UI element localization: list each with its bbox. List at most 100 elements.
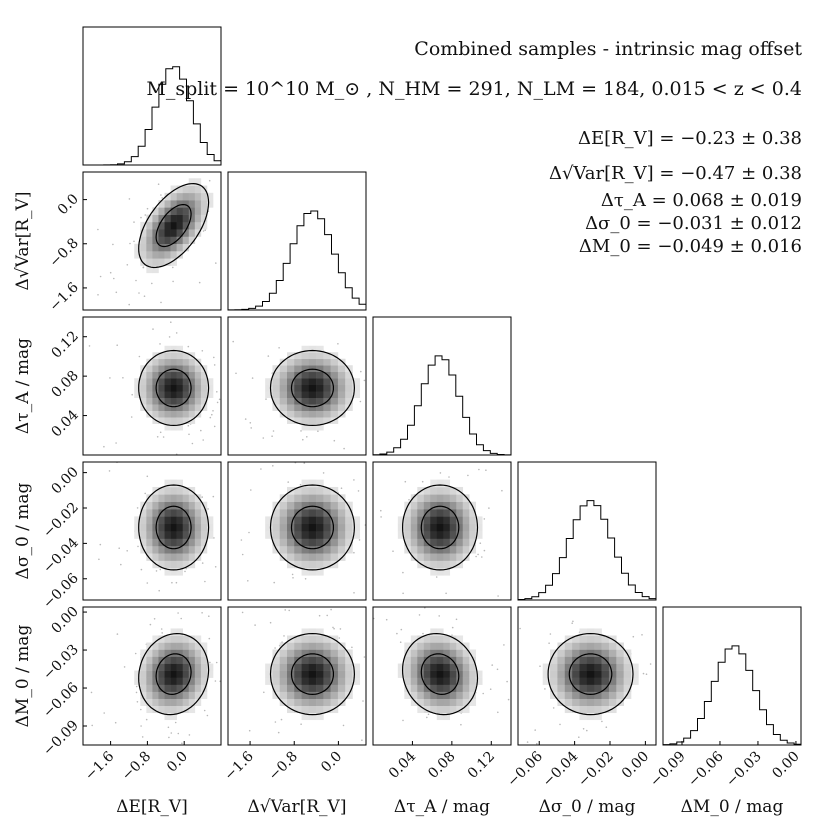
density-cell — [182, 378, 190, 386]
density-cell — [449, 545, 457, 554]
density-cell — [152, 221, 159, 230]
density-cell — [469, 531, 477, 539]
sample-point — [170, 321, 172, 324]
density-cell — [557, 670, 566, 678]
density-cell — [345, 397, 353, 405]
sample-point — [137, 545, 139, 548]
density-cell — [308, 345, 317, 353]
density-cell — [158, 516, 165, 525]
sample-point — [248, 531, 250, 534]
sample-point — [291, 573, 294, 576]
sample-point — [156, 436, 159, 438]
density-cell — [404, 663, 412, 671]
density-cell — [330, 560, 339, 569]
density-cell — [146, 384, 153, 392]
density-cell — [594, 698, 602, 706]
density-cell — [410, 691, 418, 699]
density-cell — [572, 649, 580, 657]
density-cell — [287, 545, 295, 554]
density-cell — [423, 523, 431, 532]
density-cell — [164, 486, 171, 495]
density-cell — [170, 516, 177, 525]
density-cell — [449, 670, 457, 678]
density-cell — [462, 649, 470, 657]
density-cell — [176, 642, 184, 650]
density-cell — [140, 384, 147, 392]
sample-point — [203, 709, 206, 712]
density-cell — [443, 649, 451, 657]
density-cell — [579, 656, 588, 664]
density-cell — [323, 410, 331, 418]
density-cell — [586, 691, 595, 699]
density-cell — [397, 531, 405, 539]
density-cell — [449, 523, 457, 532]
density-cell — [608, 656, 617, 664]
sample-point — [267, 355, 270, 357]
density-cell — [462, 516, 470, 525]
density-cell — [337, 391, 346, 399]
density-cell — [176, 358, 184, 366]
density-cell — [308, 384, 317, 392]
density-cell — [586, 656, 595, 664]
density-cell — [294, 691, 302, 699]
density-cell — [287, 358, 295, 366]
sample-point — [109, 271, 112, 274]
sample-point — [439, 472, 442, 474]
density-cell — [436, 649, 444, 657]
sample-point — [402, 571, 404, 574]
density-cell — [170, 642, 177, 650]
density-cell — [423, 545, 431, 554]
density-cell — [601, 635, 610, 643]
density-cell — [352, 670, 361, 678]
density-cell — [200, 538, 208, 547]
density-cell — [417, 538, 425, 547]
sample-point — [130, 416, 133, 418]
y-tick-label: −0.06 — [40, 679, 82, 721]
density-cell — [404, 677, 412, 685]
density-cell — [316, 486, 324, 495]
panel-5-5 — [662, 606, 802, 746]
density-cell — [182, 358, 190, 366]
sample-point — [645, 673, 648, 675]
density-cell — [316, 691, 324, 699]
density-cell — [601, 649, 610, 657]
sample-point — [422, 632, 424, 635]
density-cell — [337, 358, 346, 366]
density-cell — [170, 200, 177, 208]
density-cell — [287, 538, 295, 547]
density-cell — [279, 501, 288, 510]
histogram-5 — [662, 645, 802, 746]
density-cell — [443, 560, 451, 569]
density-cell — [194, 397, 202, 405]
density-cell — [404, 684, 412, 692]
y-axis-label-5: ΔM_0 / mag — [13, 625, 33, 728]
density-cell — [176, 250, 184, 259]
density-cell — [436, 516, 444, 525]
density-cell — [301, 371, 310, 379]
density-cell — [158, 677, 165, 685]
density-cell — [337, 642, 346, 650]
density-cell — [475, 523, 483, 532]
x-axis-label-5: ΔM_0 / mag — [681, 797, 784, 817]
density-cell — [194, 691, 202, 699]
density-cell — [182, 523, 190, 532]
density-cell — [188, 221, 196, 230]
density-cell — [146, 250, 153, 259]
density-cell — [443, 531, 451, 539]
density-cell — [146, 509, 153, 517]
sample-point — [159, 568, 162, 571]
density-cell — [572, 705, 580, 714]
density-cell — [152, 391, 159, 399]
density-cell — [443, 698, 451, 706]
density-cell — [469, 509, 477, 517]
density-cell — [164, 417, 171, 424]
density-cell — [146, 538, 153, 547]
density-cell — [152, 705, 159, 714]
density-cell — [456, 698, 464, 706]
density-cell — [140, 523, 147, 532]
sample-point — [284, 609, 287, 611]
density-cell — [352, 663, 361, 671]
density-cell — [279, 494, 288, 502]
density-cell — [170, 345, 177, 353]
density-cell — [330, 501, 339, 510]
